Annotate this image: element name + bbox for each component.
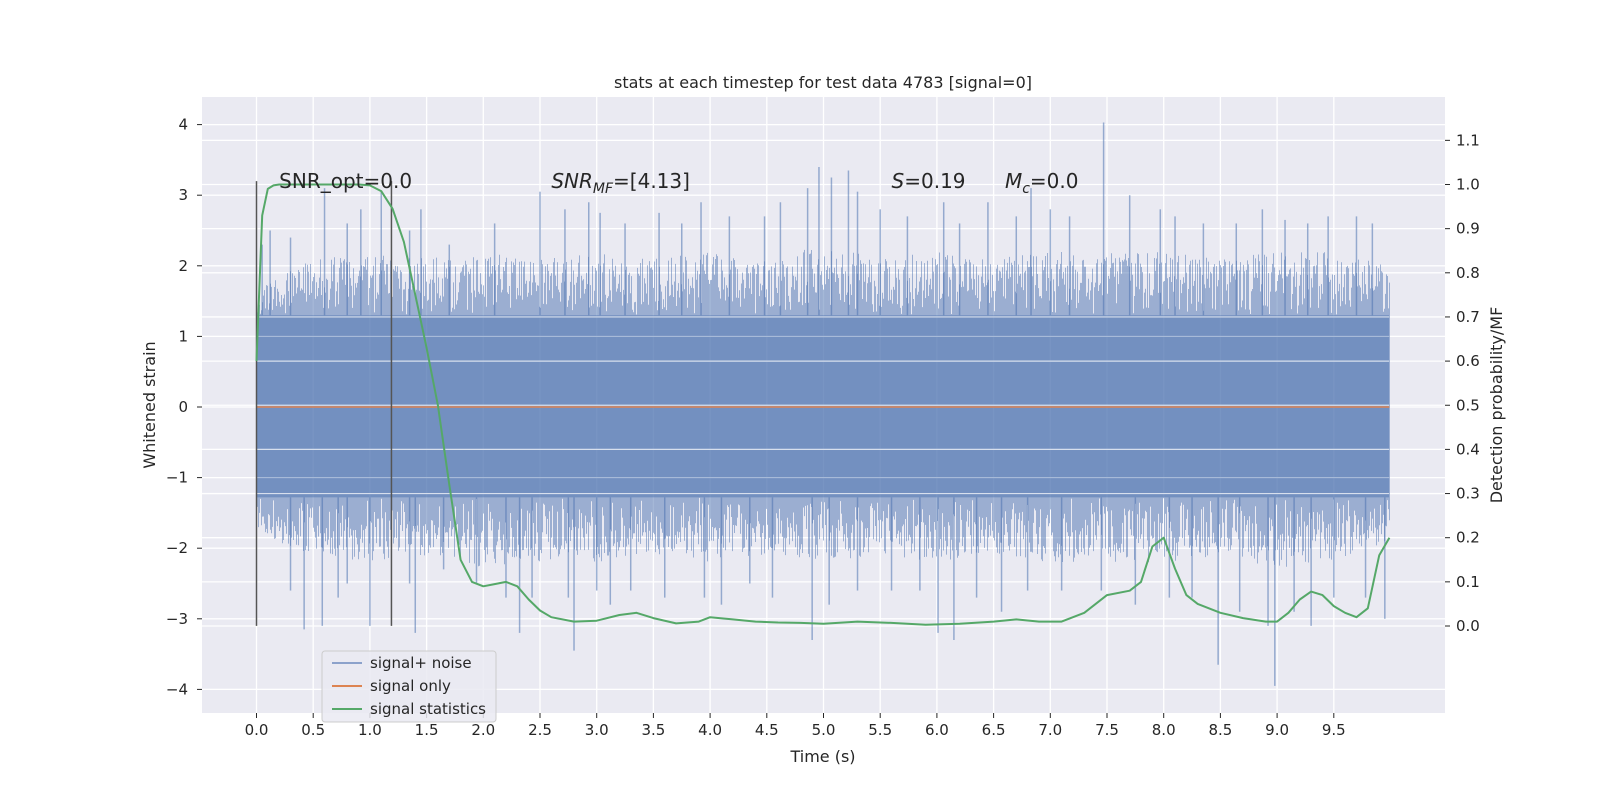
x-tick-label: 8.0 — [1152, 721, 1176, 739]
line-series — [255, 181, 1391, 626]
legend-label-signal-statistics: signal statistics — [370, 700, 486, 718]
x-tick-label: 9.0 — [1265, 721, 1289, 739]
x-tick-label: 5.5 — [868, 721, 892, 739]
y2-axis-label: Detection probability/MF — [1487, 307, 1506, 504]
x-tick-label: 4.5 — [755, 721, 779, 739]
annotation-0: SNR_opt=0.0 — [279, 169, 412, 193]
annotations: SNR_opt=0.0 SNRMF=[4.13] S=0.19 Mc=0.0 — [279, 169, 1078, 197]
x-tick-label: 0.5 — [301, 721, 325, 739]
x-tick-label: 4.0 — [698, 721, 722, 739]
y2-tick-label: 0.0 — [1456, 617, 1480, 635]
x-tick-label: 1.0 — [358, 721, 382, 739]
chart-title: stats at each timestep for test data 478… — [614, 73, 1032, 92]
y2-tick-label: 0.1 — [1456, 573, 1480, 591]
y2-tick-label: 0.4 — [1456, 440, 1480, 458]
annotation-2: S=0.19 — [892, 169, 966, 193]
y-tick-label: −2 — [166, 539, 188, 557]
x-tick-label: 2.5 — [528, 721, 552, 739]
y2-tick-label: 0.2 — [1456, 529, 1480, 547]
y-axis-label: Whitened strain — [140, 341, 159, 468]
x-tick-label: 5.0 — [812, 721, 836, 739]
y-tick-label: −1 — [166, 469, 188, 487]
y-tick-label: 2 — [178, 257, 188, 275]
y2-tick-label: 0.9 — [1456, 220, 1480, 238]
signal-statistics-line — [255, 183, 1391, 626]
y2-tick-label: 0.6 — [1456, 352, 1480, 370]
x-tick-label: 7.5 — [1095, 721, 1119, 739]
x-tick-label: 6.0 — [925, 721, 949, 739]
y2-tick-label: 0.5 — [1456, 396, 1480, 414]
y-tick-label: 1 — [178, 327, 188, 345]
annotation-3: Mc=0.0 — [1005, 169, 1079, 197]
y-tick-label: 3 — [178, 186, 188, 204]
annotation-1: SNRMF=[4.13] — [551, 169, 690, 197]
y2-tick-label: 0.7 — [1456, 308, 1480, 326]
legend-box — [321, 650, 497, 723]
legend: signal+ noise signal only signal statist… — [321, 650, 497, 723]
x-tick-label: 3.5 — [641, 721, 665, 739]
y-tick-label: −4 — [166, 680, 188, 698]
x-tick-label: 2.0 — [471, 721, 495, 739]
y2-tick-label: 1.0 — [1456, 176, 1480, 194]
x-tick-label: 6.5 — [982, 721, 1006, 739]
noise-bars — [257, 249, 1390, 567]
legend-label-signal-plus-noise: signal+ noise — [370, 654, 472, 672]
y-tick-label: 4 — [178, 116, 188, 134]
y-tick-label: −3 — [166, 610, 188, 628]
y-tick-label: 0 — [178, 398, 188, 416]
x-tick-label: 0.0 — [245, 721, 269, 739]
y2-tick-label: 1.1 — [1456, 131, 1480, 149]
y2-tick-label: 0.3 — [1456, 485, 1480, 503]
ticks: 0.0 0.5 1.0 1.5 2.0 2.5 3.0 3.5 4.0 4.5 5.0 5.5 6.0 6… — [166, 116, 1480, 739]
x-tick-label: 3.0 — [585, 721, 609, 739]
x-tick-label: 7.0 — [1038, 721, 1062, 739]
legend-label-signal-only: signal only — [370, 677, 451, 695]
x-tick-label: 8.5 — [1208, 721, 1232, 739]
x-tick-label: 1.5 — [415, 721, 439, 739]
y2-tick-label: 0.8 — [1456, 264, 1480, 282]
x-axis-label: Time (s) — [789, 747, 855, 766]
x-tick-label: 9.5 — [1322, 721, 1346, 739]
